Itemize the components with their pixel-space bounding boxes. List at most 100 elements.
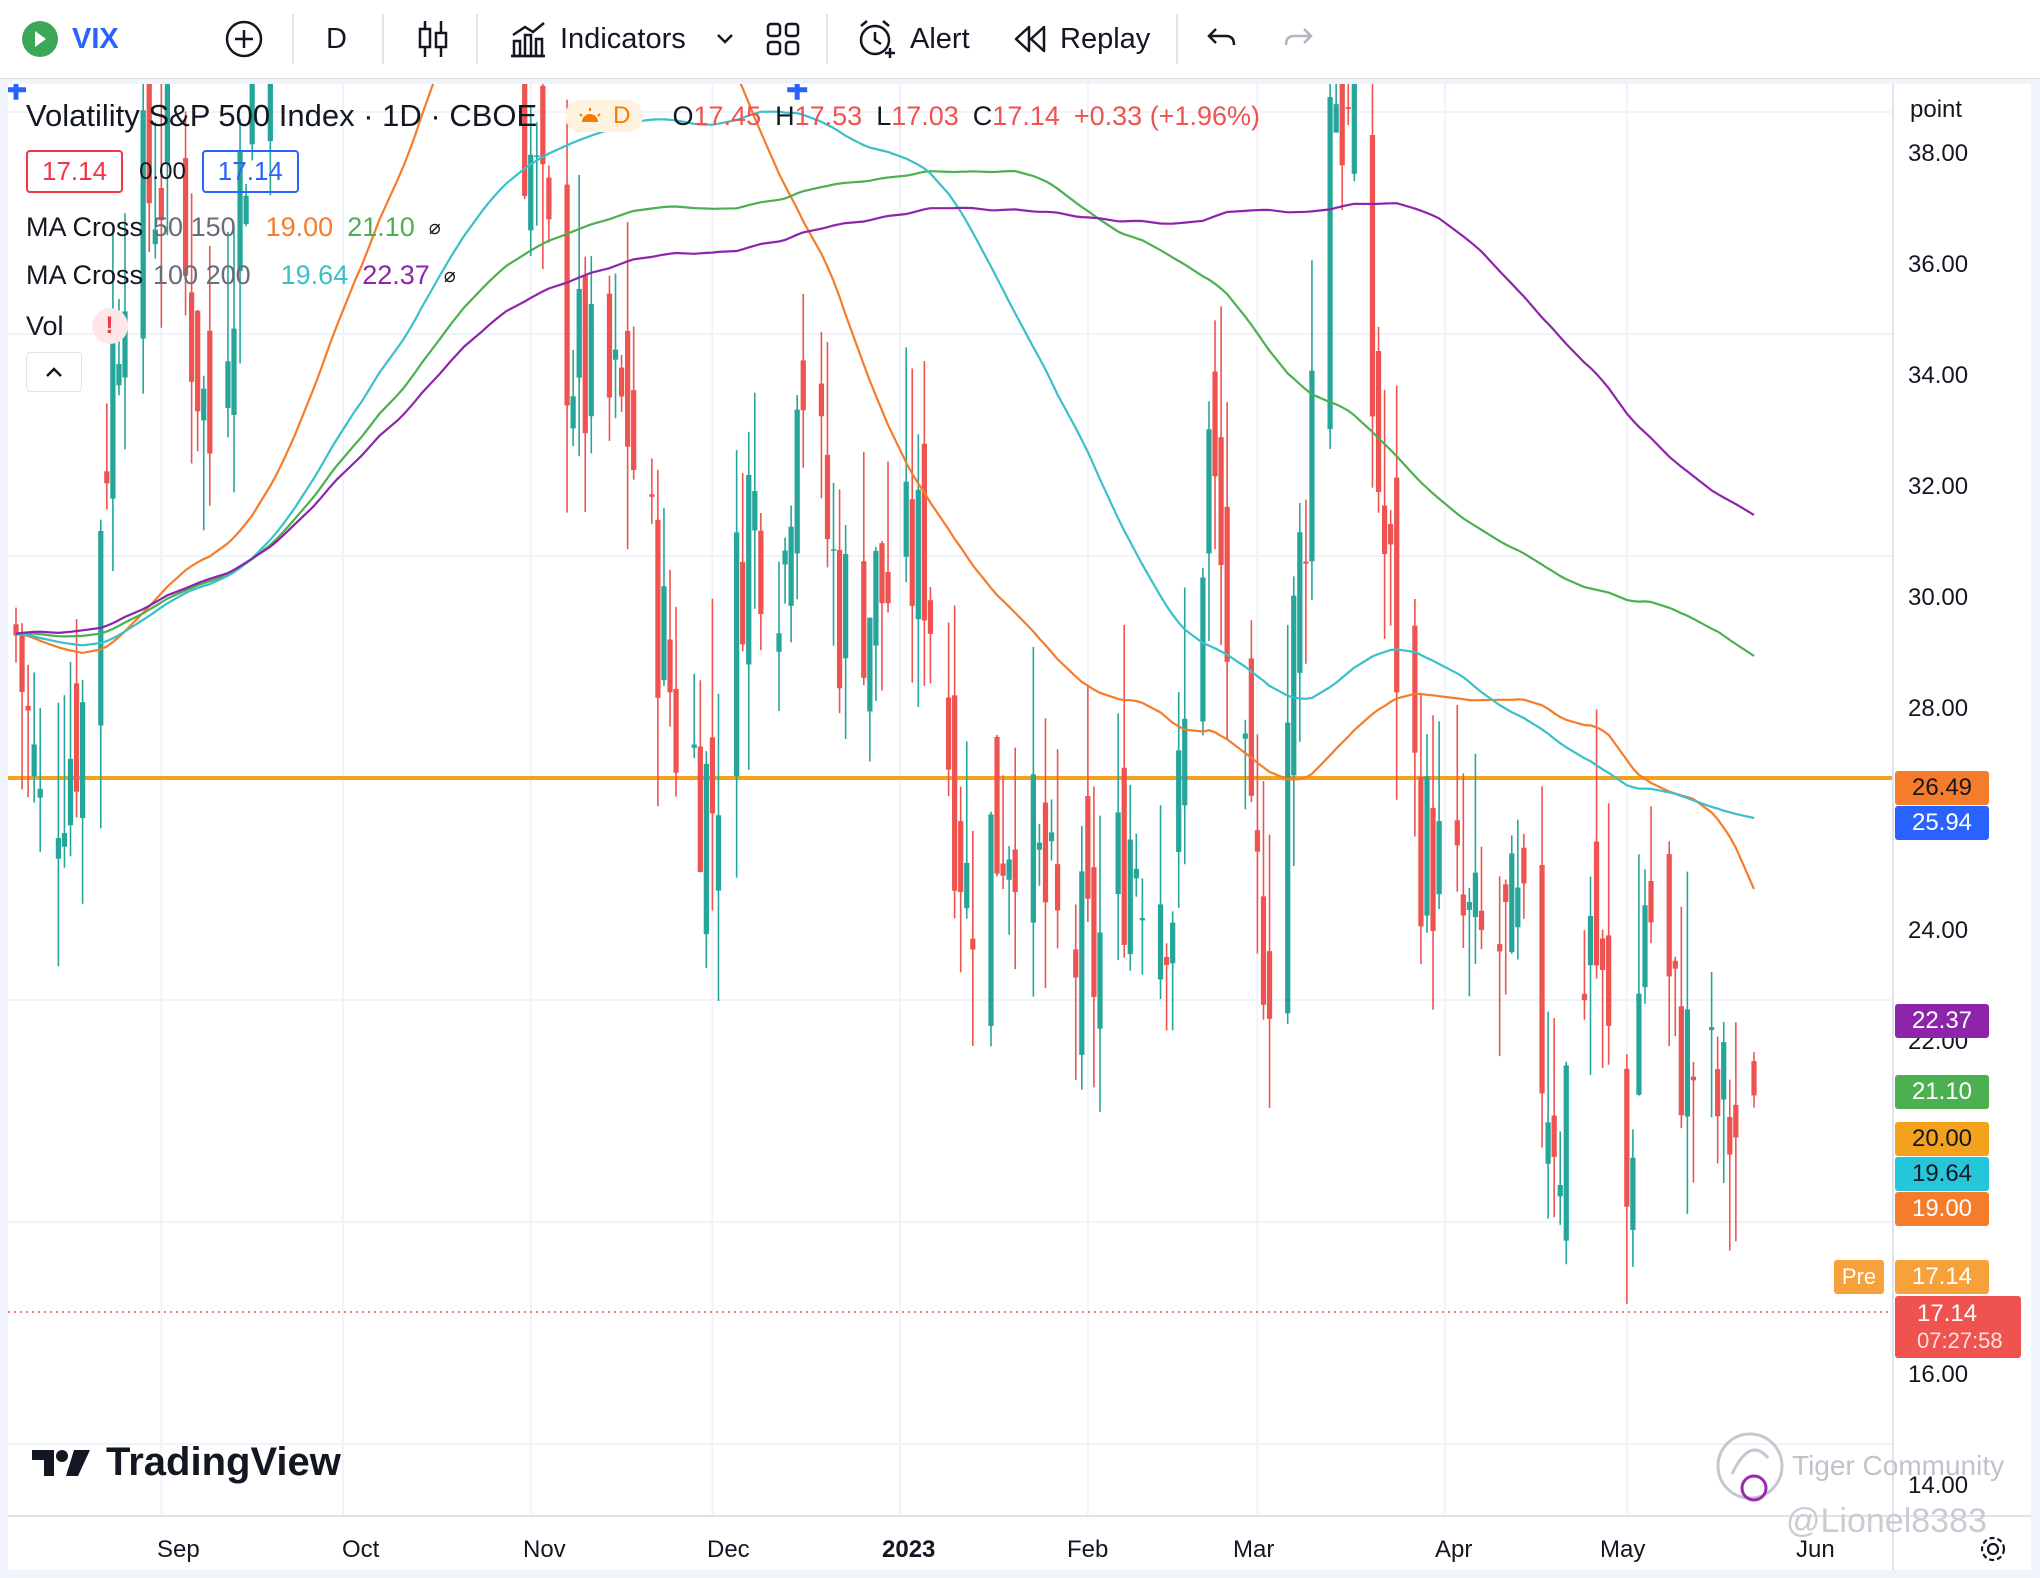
symbol-button[interactable]: VIX xyxy=(20,0,119,78)
interval-button[interactable]: D xyxy=(326,0,347,78)
ma-cross-marker xyxy=(787,84,808,100)
candle-body xyxy=(1472,872,1479,918)
candle-body xyxy=(73,683,80,792)
candle xyxy=(1157,805,1164,1000)
collapse-legend-button[interactable] xyxy=(26,352,82,392)
candle-body xyxy=(1563,1065,1569,1241)
chart-panel[interactable]: Volatility S&P 500 Index · 1D · CBOE D O… xyxy=(8,84,2031,1570)
candle-body xyxy=(1606,935,1612,1026)
price-axis-unit: point xyxy=(1910,96,1963,123)
candle-body xyxy=(1642,905,1648,988)
candle-body xyxy=(824,454,831,540)
candle xyxy=(1412,598,1418,837)
candle-body xyxy=(1454,820,1460,846)
session-badge[interactable]: D xyxy=(565,100,643,132)
candle-body xyxy=(1412,625,1418,753)
indicators-button[interactable]: Indicators xyxy=(508,0,686,78)
volume-legend[interactable]: Vol ! xyxy=(26,308,128,344)
candle xyxy=(1599,929,1606,1069)
candle-body xyxy=(649,494,655,497)
candle xyxy=(1170,911,1176,1031)
candle xyxy=(697,680,703,873)
compare-button[interactable] xyxy=(222,0,266,78)
candle-body xyxy=(994,736,1000,874)
candle xyxy=(1636,854,1642,1096)
axis-settings-button[interactable] xyxy=(1976,1532,2010,1571)
ma-cross-2-legend[interactable]: MA Cross 100 200 19.64 22.37 ⌀ xyxy=(26,260,456,291)
candle xyxy=(582,256,588,512)
indicators-dropdown[interactable] xyxy=(712,0,738,78)
candle-body xyxy=(1424,776,1430,916)
chart-type-button[interactable] xyxy=(416,0,450,78)
layouts-button[interactable] xyxy=(764,0,802,78)
candle xyxy=(522,84,528,200)
replay-button[interactable]: Replay xyxy=(1012,0,1150,78)
last-price-value: 17.14 xyxy=(1917,1300,1978,1327)
hidden-eye-icon[interactable]: ⌀ xyxy=(443,265,456,287)
warning-icon[interactable]: ! xyxy=(91,308,128,344)
candle xyxy=(1418,693,1424,965)
candle xyxy=(655,469,661,807)
hidden-eye-icon[interactable]: ⌀ xyxy=(428,217,441,239)
candle xyxy=(1436,721,1442,910)
ask-price[interactable]: 17.14 xyxy=(201,150,299,193)
candle xyxy=(73,619,80,818)
candle xyxy=(1351,84,1357,182)
candle xyxy=(1006,846,1012,935)
ma2-params: 100 200 xyxy=(153,260,251,290)
candle xyxy=(1297,502,1303,742)
candle xyxy=(800,294,806,468)
redo-button[interactable] xyxy=(1280,0,1316,78)
tradingview-watermark[interactable]: TradingView xyxy=(30,1440,341,1485)
candle-body xyxy=(740,561,746,645)
candle-body xyxy=(715,815,722,891)
candle-body xyxy=(1048,832,1055,842)
candle xyxy=(1200,567,1206,736)
candle xyxy=(758,513,764,651)
candle xyxy=(1466,887,1472,997)
candle-body xyxy=(843,554,849,659)
alert-button[interactable]: Alert xyxy=(856,0,970,78)
undo-button[interactable] xyxy=(1204,0,1240,78)
candle-body xyxy=(540,85,546,165)
candle-body xyxy=(915,489,921,620)
candle xyxy=(649,458,655,524)
candle-body xyxy=(1212,371,1218,477)
candle xyxy=(1291,576,1297,866)
candle xyxy=(879,540,885,691)
candle-body xyxy=(1587,915,1594,966)
candle xyxy=(1545,1011,1551,1219)
ma200-badge: 22.37 xyxy=(1895,1004,1989,1038)
candle xyxy=(152,122,158,259)
candle xyxy=(952,605,958,919)
ma-cross-1-legend[interactable]: MA Cross 50 150 19.00 21.10 ⌀ xyxy=(26,212,441,243)
candle-body xyxy=(1327,96,1333,430)
candle xyxy=(667,569,673,727)
candle-body xyxy=(873,550,879,646)
candle-body xyxy=(1333,104,1339,133)
candle xyxy=(1303,499,1309,664)
candle-body xyxy=(1006,859,1012,880)
candle-body xyxy=(1375,351,1382,493)
vix-logo-icon xyxy=(22,21,58,57)
candle xyxy=(818,332,825,499)
bid-price[interactable]: 17.14 xyxy=(26,150,124,193)
candle xyxy=(546,165,552,243)
open-value: 17.45 xyxy=(693,100,762,131)
candle xyxy=(237,118,243,364)
candle-body xyxy=(1345,107,1351,109)
candle xyxy=(195,309,201,452)
candle xyxy=(1206,401,1212,641)
candle-body xyxy=(67,758,74,826)
candle-body xyxy=(122,311,128,378)
candle xyxy=(691,673,697,759)
candle-body xyxy=(1182,718,1188,806)
candle-body xyxy=(1260,896,1267,1005)
price-chart[interactable] xyxy=(8,84,2031,1570)
candle-body xyxy=(1097,932,1103,1029)
time-tick: Mar xyxy=(1233,1536,1275,1563)
candle-body xyxy=(140,110,146,339)
candle-body xyxy=(182,158,189,276)
candle xyxy=(994,734,1000,877)
candle-body xyxy=(1460,894,1466,916)
